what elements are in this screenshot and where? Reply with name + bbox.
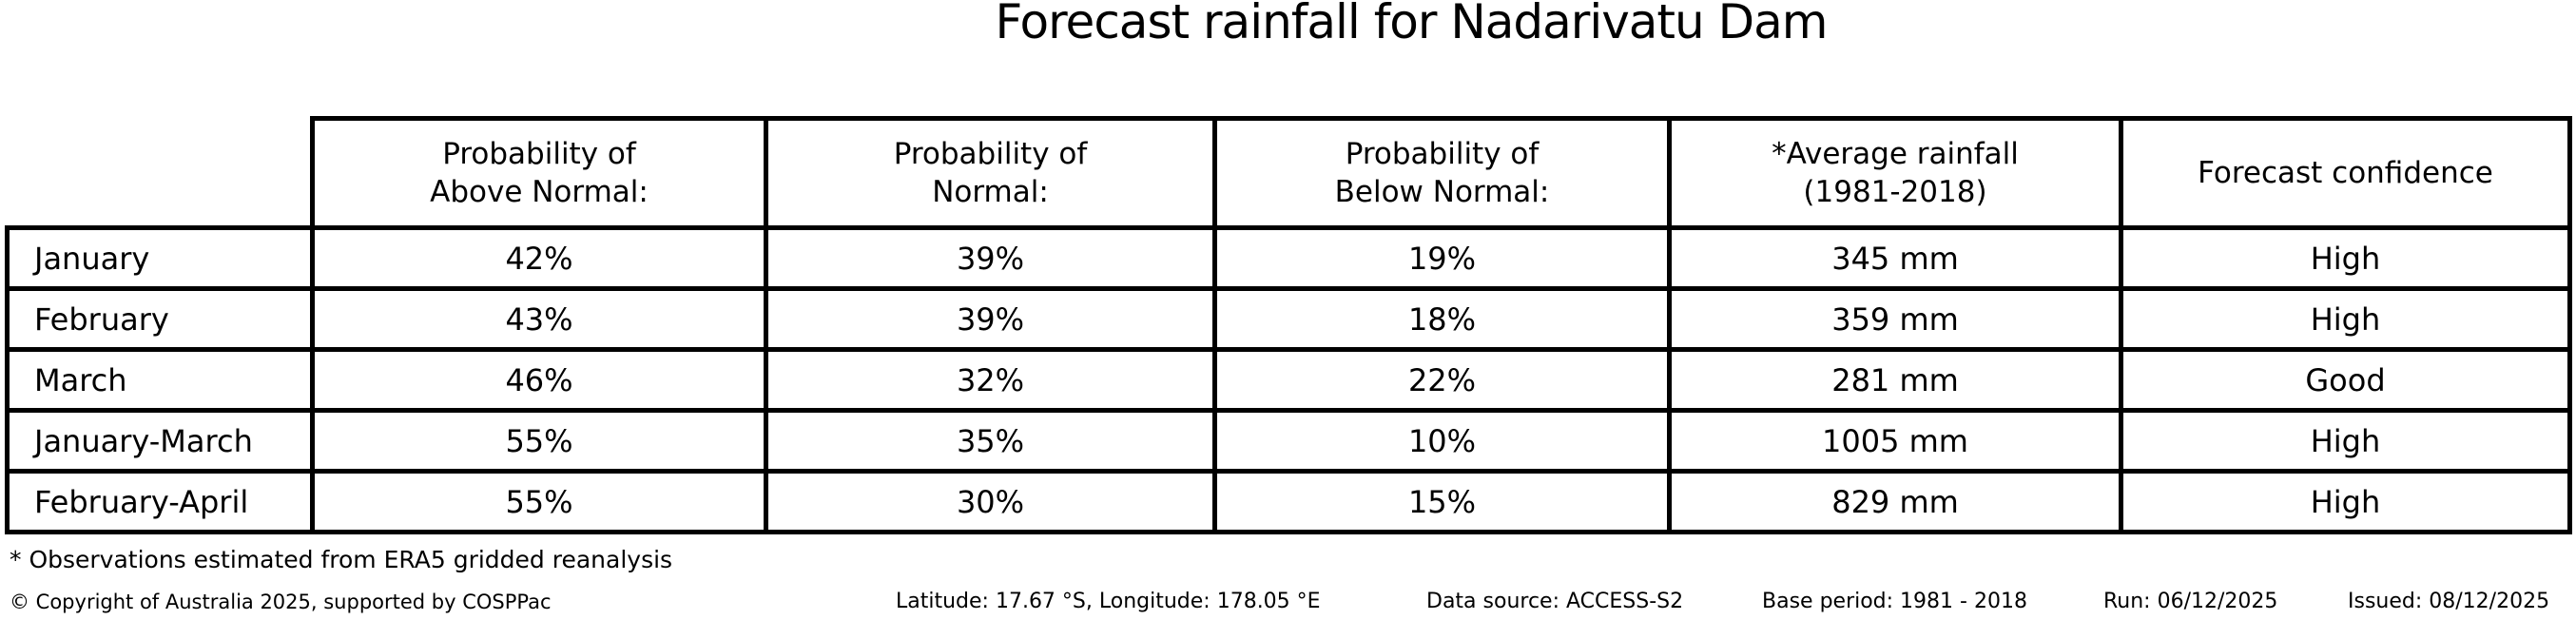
row-label: February-April xyxy=(5,469,315,534)
column-header-above-normal: Probability of Above Normal: xyxy=(310,116,768,230)
cell-forecast-confidence: Good xyxy=(2119,347,2572,413)
cell-average-rainfall: 345 mm xyxy=(1667,225,2123,291)
column-header-average-rainfall: *Average rainfall (1981-2018) xyxy=(1667,116,2123,230)
cell-above-normal: 55% xyxy=(310,408,768,474)
column-header-normal: Probability of Normal: xyxy=(764,116,1217,230)
cell-above-normal: 42% xyxy=(310,225,768,291)
forecast-table: Probability of Above Normal: Probability… xyxy=(5,116,2572,534)
table-header-row: Probability of Above Normal: Probability… xyxy=(8,116,2572,230)
cell-forecast-confidence: High xyxy=(2119,408,2572,474)
cell-above-normal: 43% xyxy=(310,286,768,352)
table-row-march: March 46% 32% 22% 281 mm Good xyxy=(5,347,2572,413)
figure-title: Forecast rainfall for Nadarivatu Dam xyxy=(995,0,1829,49)
row-label: January xyxy=(5,225,315,291)
cell-average-rainfall: 829 mm xyxy=(1667,469,2123,534)
cell-above-normal: 46% xyxy=(310,347,768,413)
lat-lon-text: Latitude: 17.67 °S, Longitude: 178.05 °E xyxy=(896,590,1321,613)
cell-normal: 39% xyxy=(764,286,1217,352)
issued-date-text: Issued: 08/12/2025 xyxy=(2348,590,2550,613)
cell-normal: 35% xyxy=(764,408,1217,474)
run-date-text: Run: 06/12/2025 xyxy=(2103,590,2278,613)
cell-below-normal: 22% xyxy=(1212,347,1672,413)
cell-average-rainfall: 1005 mm xyxy=(1667,408,2123,474)
cell-forecast-confidence: High xyxy=(2119,225,2572,291)
corner-empty-cell xyxy=(8,119,313,228)
table-row-january-march: January-March 55% 35% 10% 1005 mm High xyxy=(5,408,2572,474)
data-source-text: Data source: ACCESS-S2 xyxy=(1426,590,1684,613)
row-label: February xyxy=(5,286,315,352)
copyright-text: © Copyright of Australia 2025, supported… xyxy=(10,591,552,613)
cell-above-normal: 55% xyxy=(310,469,768,534)
cell-below-normal: 18% xyxy=(1212,286,1672,352)
column-header-below-normal: Probability of Below Normal: xyxy=(1212,116,1672,230)
cell-normal: 30% xyxy=(764,469,1217,534)
row-label: January-March xyxy=(5,408,315,474)
column-header-forecast-confidence: Forecast confidence xyxy=(2119,116,2572,230)
cell-normal: 39% xyxy=(764,225,1217,291)
cell-forecast-confidence: High xyxy=(2119,469,2572,534)
cell-average-rainfall: 359 mm xyxy=(1667,286,2123,352)
row-label: March xyxy=(5,347,315,413)
cell-below-normal: 15% xyxy=(1212,469,1672,534)
observations-footnote: * Observations estimated from ERA5 gridd… xyxy=(10,546,673,573)
table-row-february: February 43% 39% 18% 359 mm High xyxy=(5,286,2572,352)
cell-normal: 32% xyxy=(764,347,1217,413)
cell-below-normal: 10% xyxy=(1212,408,1672,474)
base-period-text: Base period: 1981 - 2018 xyxy=(1762,590,2027,613)
cell-forecast-confidence: High xyxy=(2119,286,2572,352)
table-row-january: January 42% 39% 19% 345 mm High xyxy=(5,225,2572,291)
cell-average-rainfall: 281 mm xyxy=(1667,347,2123,413)
table-row-february-april: February-April 55% 30% 15% 829 mm High xyxy=(5,469,2572,534)
cell-below-normal: 19% xyxy=(1212,225,1672,291)
